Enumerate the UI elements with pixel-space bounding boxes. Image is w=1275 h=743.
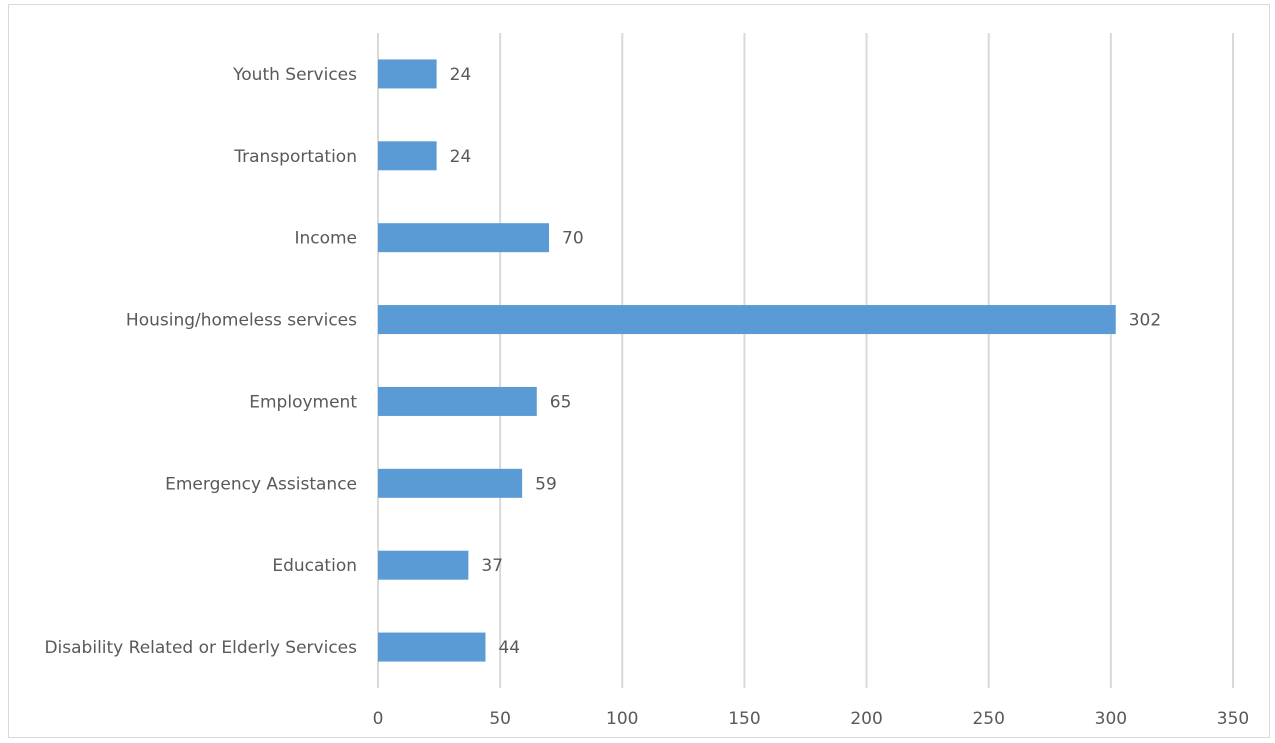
data-label: 24 bbox=[450, 65, 472, 85]
data-label: 44 bbox=[498, 638, 520, 658]
category-label: Housing/homeless services bbox=[126, 311, 357, 331]
x-tick-label: 50 bbox=[489, 709, 511, 729]
bar bbox=[378, 223, 549, 253]
x-tick-label: 250 bbox=[972, 709, 1004, 729]
bar bbox=[378, 305, 1116, 335]
chart-frame bbox=[8, 4, 1270, 738]
bar bbox=[378, 141, 437, 171]
x-tick-label: 150 bbox=[728, 709, 760, 729]
bar bbox=[378, 632, 486, 662]
category-label: Disability Related or Elderly Services bbox=[44, 638, 357, 658]
category-label: Youth Services bbox=[232, 65, 357, 85]
category-label: Income bbox=[294, 229, 357, 249]
x-tick-label: 0 bbox=[373, 709, 384, 729]
labels: 0 50 100 150 200 250 300 350 Disability Related … bbox=[44, 65, 1249, 729]
x-tick-label: 200 bbox=[850, 709, 882, 729]
data-label: 59 bbox=[535, 474, 557, 494]
gridlines bbox=[377, 33, 1234, 688]
data-label: 37 bbox=[481, 556, 503, 576]
bars bbox=[378, 59, 1116, 662]
category-label: Education bbox=[272, 556, 357, 576]
category-label: Emergency Assistance bbox=[165, 474, 357, 494]
data-label: 65 bbox=[550, 392, 572, 412]
bar bbox=[378, 468, 523, 498]
data-label: 24 bbox=[450, 147, 472, 167]
x-tick-label: 300 bbox=[1095, 709, 1127, 729]
x-tick-label: 350 bbox=[1217, 709, 1249, 729]
x-tick-label: 100 bbox=[606, 709, 638, 729]
data-label: 70 bbox=[562, 229, 584, 249]
bar bbox=[378, 550, 469, 580]
category-label: Employment bbox=[249, 392, 357, 412]
bar bbox=[378, 59, 437, 89]
bar bbox=[378, 386, 537, 416]
category-label: Transportation bbox=[233, 147, 357, 167]
data-label: 302 bbox=[1129, 311, 1161, 331]
